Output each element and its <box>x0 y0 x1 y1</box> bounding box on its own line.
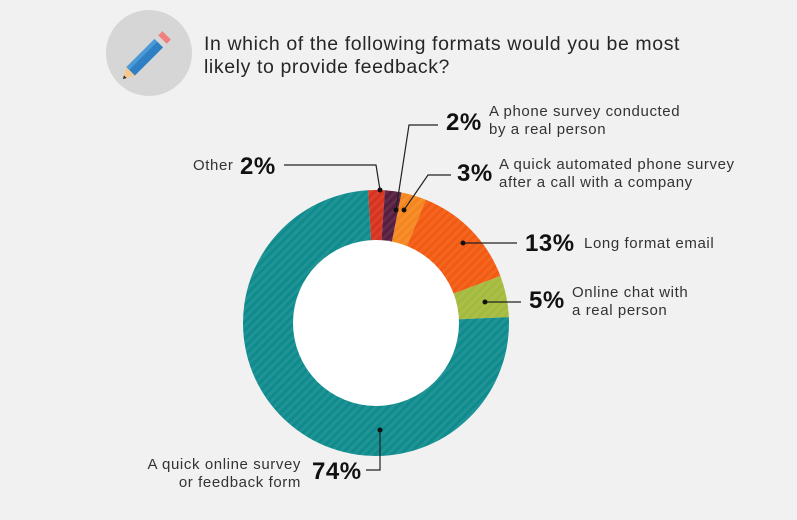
question-line: likely to provide feedback? <box>204 56 451 78</box>
donut-hole <box>293 240 459 406</box>
slice-0-pct: 2% <box>240 153 276 180</box>
leader-line-5 <box>366 430 381 471</box>
slice-3-label: Long format email <box>584 235 715 252</box>
icon-circle <box>106 10 192 96</box>
question-title: In which of the following formats would … <box>204 33 744 79</box>
slice-5-pct: 74% <box>312 458 362 485</box>
slice-4-pct: 5% <box>529 287 565 314</box>
slice-1-pct: 2% <box>446 109 482 136</box>
slice-1-label: A phone survey conducted by a real perso… <box>489 103 681 138</box>
leader-dot-0 <box>377 187 383 193</box>
pencil-icon <box>122 31 171 80</box>
leader-line-0 <box>284 164 381 191</box>
slice-0-label: Other <box>193 157 234 174</box>
slice-5-label: A quick online survey or feedback form <box>147 456 301 491</box>
leader-dot-1 <box>393 207 399 213</box>
slice-3-pct: 13% <box>525 230 575 257</box>
slice-2-pct: 3% <box>457 160 493 187</box>
leader-dot-3 <box>460 240 466 246</box>
leader-line-2 <box>403 174 451 211</box>
slice-2-label: A quick automated phone survey after a c… <box>499 156 735 191</box>
leader-dot-2 <box>401 207 407 213</box>
slice-4-label: Online chat with a real person <box>572 284 689 319</box>
question-line: In which of the following formats would … <box>204 33 681 55</box>
leader-line-1 <box>395 124 438 211</box>
leader-dot-5 <box>377 427 383 433</box>
leader-dot-4 <box>482 299 488 305</box>
